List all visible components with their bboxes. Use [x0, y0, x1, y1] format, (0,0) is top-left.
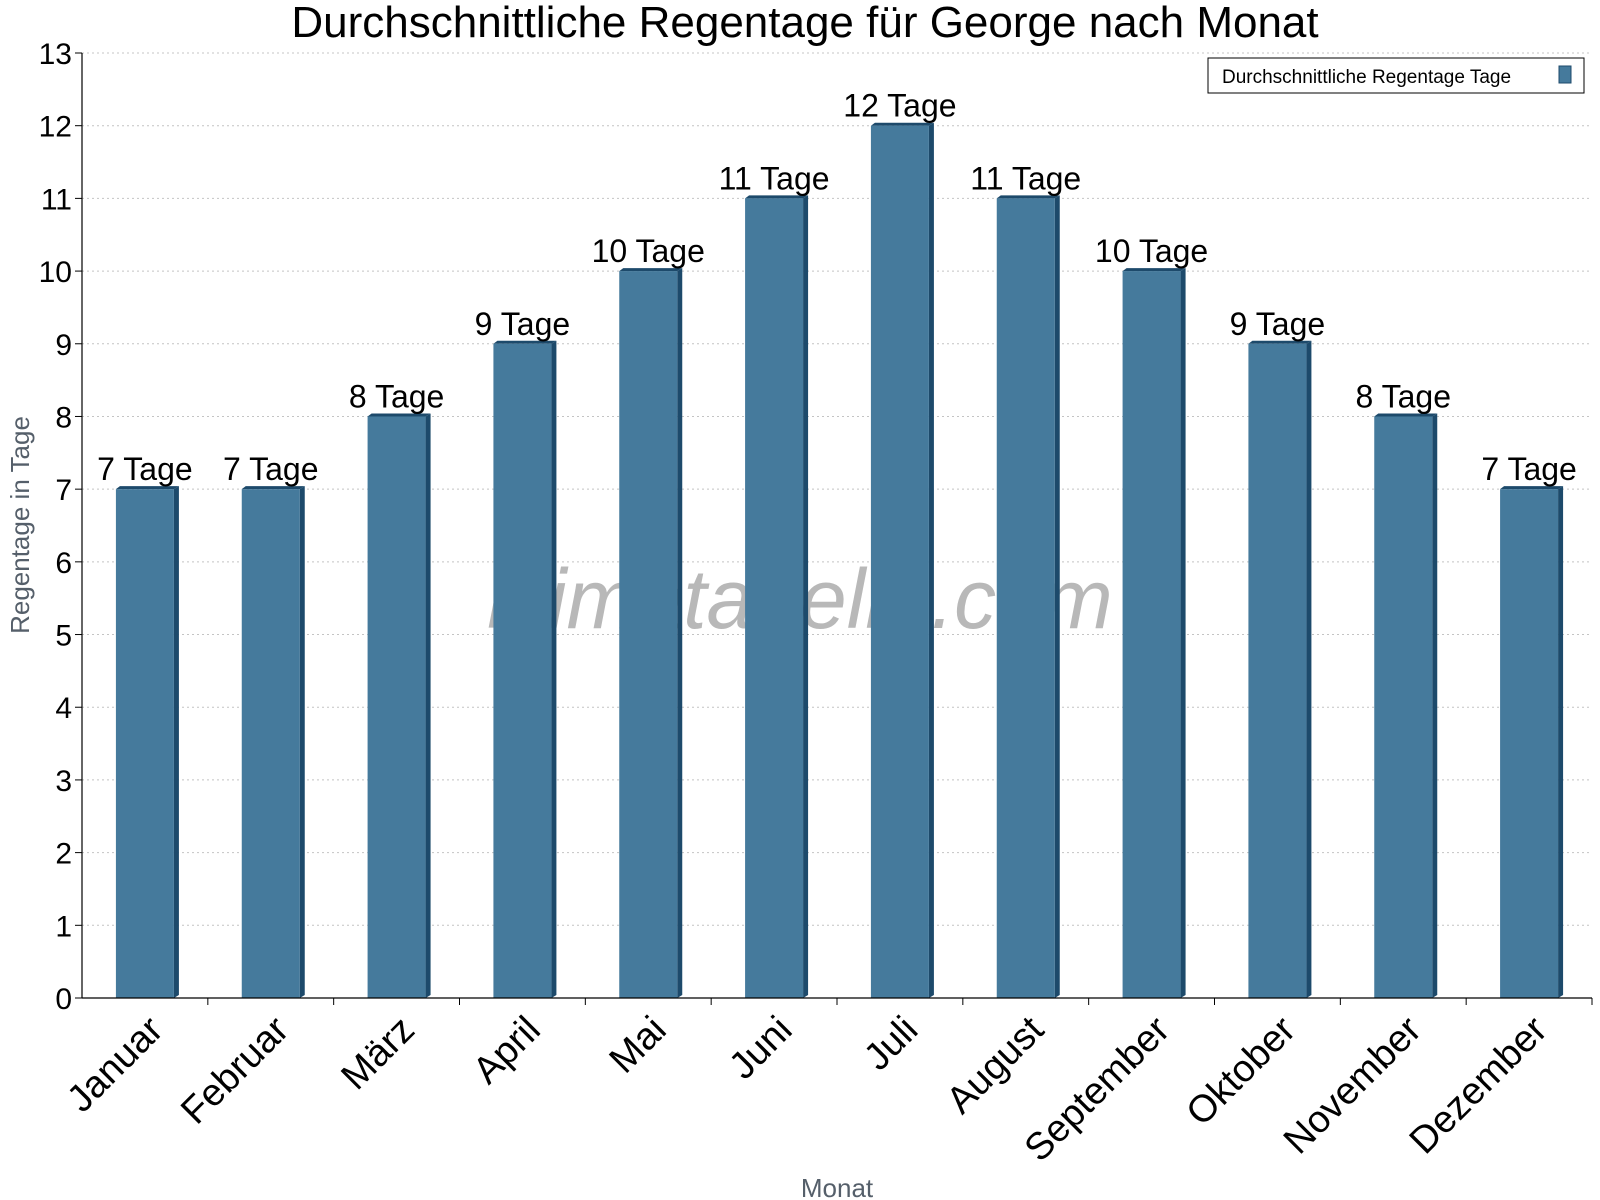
bar-top	[493, 340, 557, 344]
bar	[996, 198, 1055, 998]
x-tick-label: Mai	[602, 1009, 675, 1082]
axes-group	[81, 53, 1592, 999]
bar-top	[870, 122, 934, 126]
y-axis-label: Regentage in Tage	[5, 416, 35, 634]
data-label: 7 Tage	[223, 451, 319, 487]
x-tick-label: Januar	[59, 1008, 171, 1120]
data-label: 9 Tage	[475, 306, 571, 342]
legend-box	[1207, 57, 1585, 94]
bars-group: 7 Tage 7 Tage 8 Tage 9 Tage 10 Tage 11 Tage 12…	[97, 88, 1577, 999]
data-label: 7 Tage	[97, 451, 193, 487]
x-tick-label: Dezember	[1402, 1008, 1556, 1162]
bar-side	[677, 268, 683, 999]
bar-side	[551, 340, 557, 998]
y-tick-label: 0	[55, 983, 72, 1016]
bar-side	[1306, 340, 1312, 998]
data-label: 11 Tage	[970, 160, 1081, 196]
bar-top	[996, 195, 1060, 199]
bar-top	[115, 486, 179, 490]
data-label: 9 Tage	[1230, 306, 1326, 342]
bar	[1374, 416, 1433, 998]
bar	[1248, 343, 1307, 998]
y-tick-label: 7	[55, 474, 72, 507]
bar-side	[928, 122, 934, 998]
bar	[241, 489, 300, 998]
data-label: 12 Tage	[843, 88, 956, 124]
bar-side	[299, 486, 305, 998]
x-tick-label: Juli	[856, 1009, 926, 1079]
bar-top	[1122, 268, 1186, 272]
x-tick-label: August	[939, 1008, 1053, 1122]
bar-top	[1248, 340, 1312, 344]
data-label: 10 Tage	[592, 233, 705, 269]
y-tick-label: 11	[41, 183, 72, 216]
bar-top	[241, 486, 305, 490]
x-tick-label: Juni	[721, 1009, 800, 1088]
y-tick-label: 10	[39, 256, 72, 289]
bar	[367, 416, 426, 998]
x-tick-labels: Januar Februar März April Mai Juni Juli AugustS…	[59, 998, 1593, 1170]
bar	[619, 271, 678, 999]
data-label: 8 Tage	[349, 378, 445, 414]
y-tick-label: 5	[55, 620, 72, 653]
legend-label: Durchschnittliche Regentage Tage	[1222, 67, 1511, 88]
y-tick-label: 1	[55, 910, 72, 943]
bar-side	[1558, 486, 1564, 998]
bar-side	[1180, 268, 1186, 999]
bar-side	[1054, 195, 1060, 998]
legend: Durchschnittliche Regentage Tage	[1207, 57, 1585, 94]
x-tick-label: März	[334, 1009, 423, 1098]
bar	[870, 125, 929, 998]
bar-top	[1374, 413, 1438, 417]
bar	[745, 198, 804, 998]
bar-side	[1432, 413, 1438, 998]
y-tick-label: 8	[55, 401, 72, 434]
bar	[1122, 271, 1181, 999]
y-tick-label: 13	[39, 38, 72, 71]
legend-swatch	[1558, 65, 1572, 84]
y-tick-label: 2	[55, 838, 72, 871]
x-tick-label: Februar	[173, 1008, 297, 1132]
grid-lines	[82, 52, 1592, 926]
y-tick-label: 9	[55, 329, 72, 362]
x-axis-label: Monat	[801, 1173, 874, 1200]
y-tick-label: 12	[39, 111, 72, 144]
data-label: 11 Tage	[719, 160, 830, 196]
data-label: 7 Tage	[1481, 451, 1577, 487]
bar-top	[745, 195, 809, 199]
bar	[115, 489, 174, 998]
bar-side	[173, 486, 179, 998]
bar-top	[1500, 486, 1564, 490]
x-tick-label: November	[1276, 1008, 1430, 1162]
y-tick-label: 4	[55, 692, 72, 725]
bar-side	[803, 195, 809, 998]
bar	[1500, 489, 1559, 998]
bar-top	[367, 413, 431, 417]
chart-title: Durchschnittliche Regentage für George n…	[291, 0, 1318, 47]
bar-top	[619, 268, 683, 272]
x-tick-label: April	[465, 1009, 548, 1092]
x-tick-label: Oktober	[1179, 1008, 1305, 1134]
bar-side	[425, 413, 431, 998]
data-label: 8 Tage	[1356, 378, 1452, 414]
y-tick-label: 6	[55, 547, 72, 580]
y-tick-label: 3	[55, 765, 72, 798]
bar	[493, 343, 552, 998]
data-label: 10 Tage	[1095, 233, 1208, 269]
